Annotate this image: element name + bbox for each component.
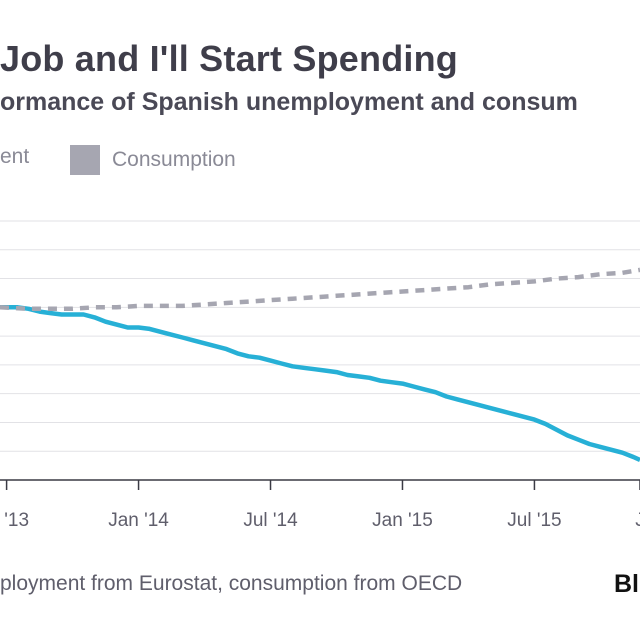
chart-title: Job and I'll Start Spending: [0, 38, 458, 79]
legend-label-unemployment: ent: [0, 145, 30, 168]
series-line-consumption: [0, 267, 640, 312]
x-tick-label: ul '13: [0, 510, 29, 531]
legend-label-consumption: Consumption: [112, 148, 236, 171]
source-note: ployment from Eurostat, consumption from…: [0, 572, 463, 595]
legend-item-unemployment: ent: [0, 145, 29, 169]
x-tick-label: J: [635, 510, 640, 531]
series-line-unemployment: [0, 305, 640, 462]
brand-logo: Bl: [614, 570, 639, 598]
legend-item-consumption: Consumption: [70, 145, 236, 175]
x-tick-label: Jan '14: [108, 510, 169, 531]
x-tick-label: Jul '14: [243, 510, 298, 531]
chart-subtitle: ormance of Spanish unemployment and cons…: [0, 88, 578, 116]
legend-swatch-consumption: [70, 145, 100, 175]
x-tick-label: Jan '15: [372, 510, 433, 531]
x-tick-label: Jul '15: [507, 510, 561, 531]
